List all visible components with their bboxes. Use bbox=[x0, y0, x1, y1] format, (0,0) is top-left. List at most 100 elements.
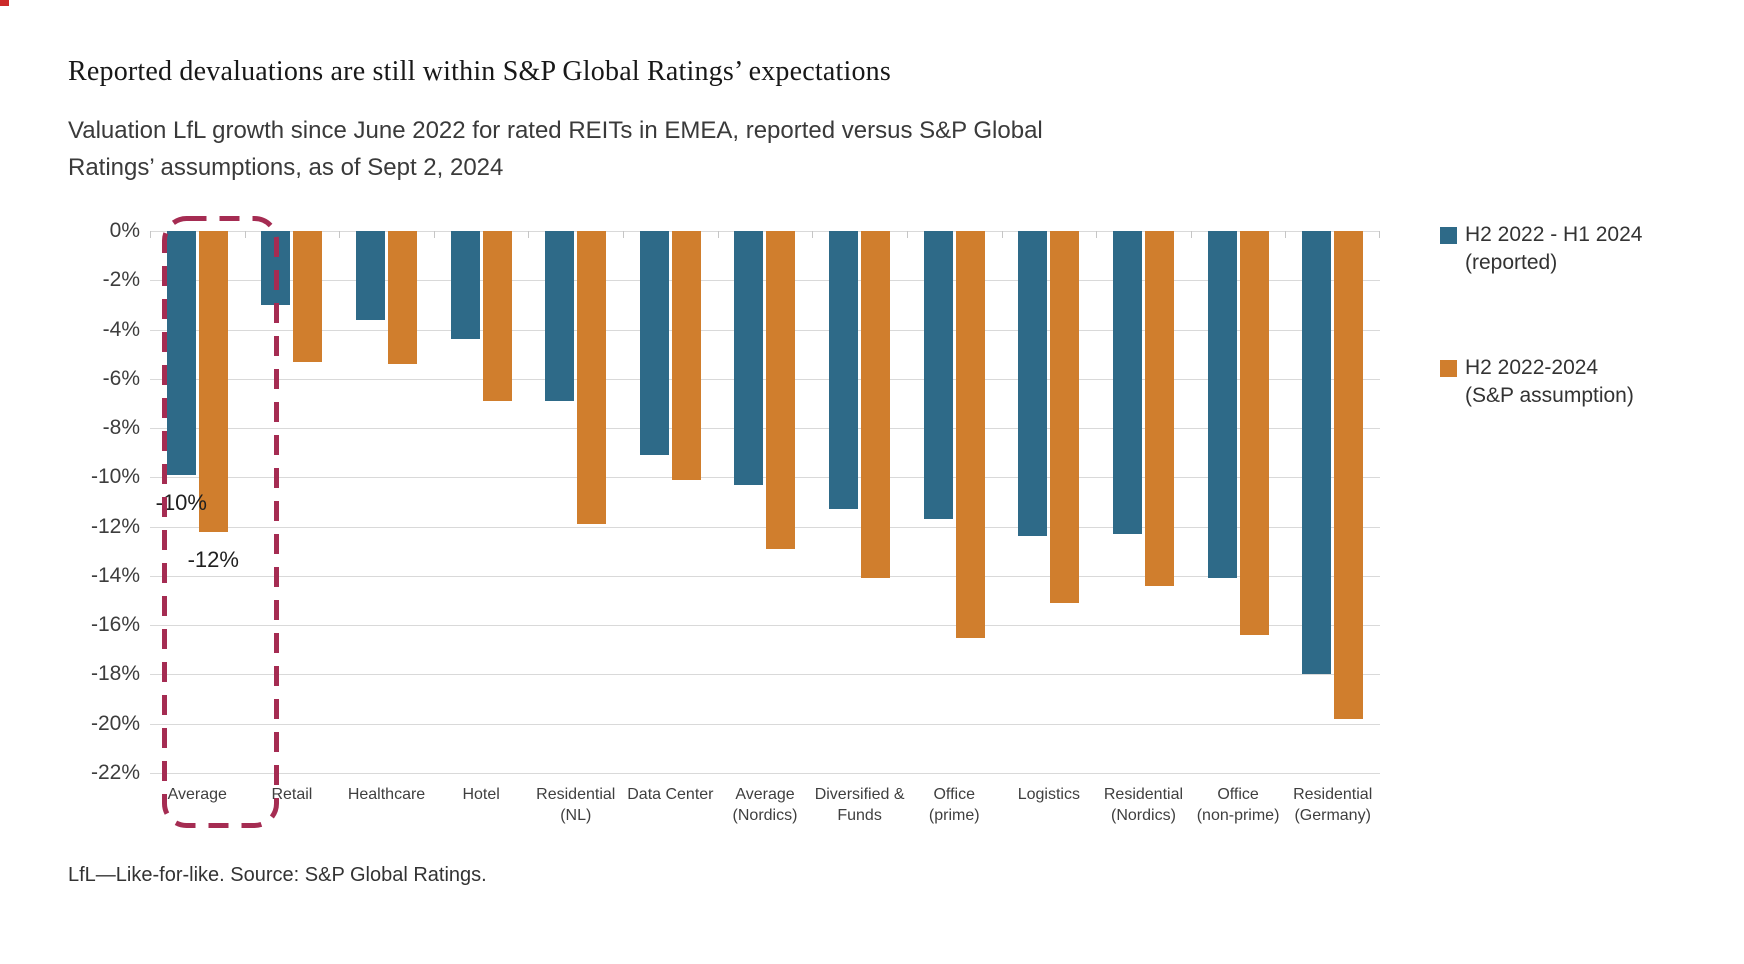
chart-title: Reported devaluations are still within S… bbox=[68, 56, 891, 87]
x-category-label: Diversified & Funds bbox=[814, 786, 905, 824]
gridline--6% bbox=[150, 378, 1380, 380]
x-category-label: Residential (NL) bbox=[536, 786, 616, 824]
gridline--4% bbox=[150, 329, 1380, 331]
gridline--16% bbox=[150, 625, 1380, 627]
bar-reported-office bbox=[923, 231, 953, 520]
x-axis-tick bbox=[812, 231, 814, 238]
gridline--18% bbox=[150, 674, 1380, 676]
x-category-label: Healthcare bbox=[347, 786, 426, 803]
average-highlight-box bbox=[162, 216, 279, 828]
x-axis-tick bbox=[150, 231, 151, 238]
chart-area: -10% -12% Average Retail Healthcare Hotel Res… bbox=[150, 216, 1380, 851]
y-tick-label: -10% bbox=[90, 465, 140, 489]
x-axis-tick bbox=[244, 231, 246, 238]
y-tick-label: -18% bbox=[90, 662, 140, 686]
legend-label-assumption-line2: (S&P assumption) bbox=[1465, 384, 1634, 407]
bar-assumption-residential bbox=[577, 231, 607, 525]
bar-reported-average bbox=[734, 231, 764, 485]
source-footnote: LfL—Like-for-like. Source: S&P Global Ra… bbox=[68, 864, 487, 886]
x-category-label: Hotel bbox=[462, 786, 500, 803]
x-category-label: Average (Nordics) bbox=[732, 786, 798, 824]
data-label-12pct: -12% bbox=[187, 546, 239, 572]
x-axis-tick bbox=[339, 231, 341, 238]
bar-reported-residential bbox=[545, 231, 575, 401]
x-axis-tick bbox=[433, 231, 435, 238]
x-category-label: Retail bbox=[271, 786, 313, 803]
bar-assumption-retail bbox=[293, 231, 323, 362]
bar-group-residential-germany- bbox=[1285, 231, 1380, 773]
bar-group-average-nordics- bbox=[718, 231, 813, 773]
bar-group-healthcare bbox=[339, 231, 434, 773]
bar-assumption-office bbox=[1239, 231, 1269, 636]
bar-group-hotel bbox=[434, 231, 529, 773]
legend-entry-reported: H2 2022 - H1 2024 (reported) bbox=[1440, 221, 1720, 277]
bar-group-logistics bbox=[1002, 231, 1097, 773]
x-category-label: Logistics bbox=[1017, 786, 1080, 803]
x-axis-tick bbox=[717, 231, 719, 238]
legend-swatch-reported bbox=[1440, 227, 1457, 244]
bar-group-average bbox=[150, 231, 245, 773]
screenshot-corner-artifact bbox=[0, 0, 9, 6]
bar-assumption-office bbox=[955, 231, 985, 638]
bar-assumption-diversified & bbox=[861, 231, 891, 579]
bar-assumption-data center bbox=[671, 231, 701, 480]
bar-reported-office bbox=[1207, 231, 1237, 579]
x-axis-tick bbox=[1379, 231, 1380, 238]
y-tick-label: -20% bbox=[90, 711, 140, 735]
legend-swatch-assumption bbox=[1440, 360, 1457, 377]
gridline--10% bbox=[150, 477, 1380, 479]
gridline--8% bbox=[150, 428, 1380, 430]
x-axis-tick bbox=[1285, 231, 1287, 238]
y-tick-label: -2% bbox=[102, 268, 140, 292]
bar-assumption-average bbox=[198, 231, 228, 532]
legend: H2 2022 - H1 2024 (reported) H2 2022-202… bbox=[1440, 221, 1720, 487]
x-axis-tick bbox=[623, 231, 625, 238]
legend-label-assumption-line1: H2 2022-2024 bbox=[1465, 356, 1599, 379]
legend-label-assumption: H2 2022-2024 (S&P assumption) bbox=[1465, 354, 1634, 410]
bar-group-diversified-funds bbox=[812, 231, 907, 773]
bar-assumption-healthcare bbox=[388, 231, 418, 365]
bar-reported-residential bbox=[1302, 231, 1332, 675]
y-tick-label: -22% bbox=[90, 761, 140, 784]
bar-reported-average bbox=[166, 231, 196, 475]
bar-reported-healthcare bbox=[356, 231, 386, 320]
x-axis-tick bbox=[1096, 231, 1098, 238]
bar-assumption-logistics bbox=[1050, 231, 1080, 603]
x-category-label: Residential (Nordics) bbox=[1103, 786, 1184, 824]
bar-reported-logistics bbox=[1018, 231, 1048, 537]
x-axis-tick bbox=[1190, 231, 1192, 238]
x-axis-tick bbox=[1001, 231, 1003, 238]
x-category-label: Office (prime) bbox=[928, 786, 980, 824]
chart-subtitle: Valuation LfL growth since June 2022 for… bbox=[68, 117, 1043, 181]
gridline--2% bbox=[150, 280, 1380, 282]
plot-area: -10% -12% bbox=[150, 231, 1380, 774]
gridline--14% bbox=[150, 575, 1380, 577]
x-category-label: Average bbox=[167, 786, 227, 803]
bar-group-data-center bbox=[623, 231, 718, 773]
legend-entry-assumption: H2 2022-2024 (S&P assumption) bbox=[1440, 354, 1720, 410]
bar-reported-hotel bbox=[450, 231, 480, 340]
legend-label-reported-line1: H2 2022 - H1 2024 bbox=[1465, 223, 1643, 246]
x-category-label: Data Center bbox=[627, 786, 714, 803]
bar-reported-residential bbox=[1112, 231, 1142, 535]
y-tick-label: -12% bbox=[90, 514, 140, 538]
bar-assumption-hotel bbox=[482, 231, 512, 401]
legend-label-reported: H2 2022 - H1 2024 (reported) bbox=[1465, 221, 1642, 277]
bar-reported-data center bbox=[639, 231, 669, 456]
y-tick-label: -4% bbox=[102, 317, 140, 341]
y-tick-label: 0% bbox=[109, 219, 140, 242]
x-axis-tick bbox=[906, 231, 908, 238]
legend-label-reported-line2: (reported) bbox=[1465, 251, 1558, 274]
y-tick-label: -16% bbox=[90, 613, 140, 637]
y-tick-label: -6% bbox=[102, 366, 140, 390]
y-axis: 0% -2% -4% -6% -8% -10% -12% -14% -16% -18% -20% -2… bbox=[52, 219, 140, 791]
bar-group-office-prime- bbox=[907, 231, 1002, 773]
y-tick-label: -8% bbox=[102, 416, 140, 440]
bar-group-residential-nl- bbox=[528, 231, 623, 773]
x-category-label: Residential (Germany) bbox=[1293, 786, 1373, 824]
bar-assumption-residential bbox=[1334, 231, 1364, 719]
y-tick-label: -14% bbox=[90, 563, 140, 587]
gridline--22% bbox=[150, 773, 1380, 774]
bar-group-office-non-prime- bbox=[1191, 231, 1286, 773]
bar-reported-diversified & bbox=[829, 231, 859, 510]
